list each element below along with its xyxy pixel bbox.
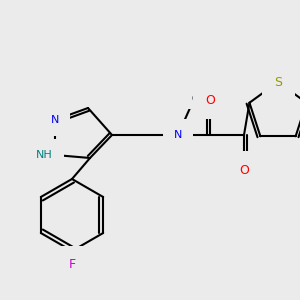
Text: NH: NH bbox=[36, 150, 53, 160]
Text: F: F bbox=[68, 259, 76, 272]
Text: N: N bbox=[51, 115, 59, 125]
Text: O: O bbox=[239, 164, 249, 176]
Text: S: S bbox=[274, 76, 282, 88]
Text: CH₃: CH₃ bbox=[192, 94, 210, 104]
Text: N: N bbox=[174, 130, 182, 140]
Text: O: O bbox=[205, 94, 215, 106]
